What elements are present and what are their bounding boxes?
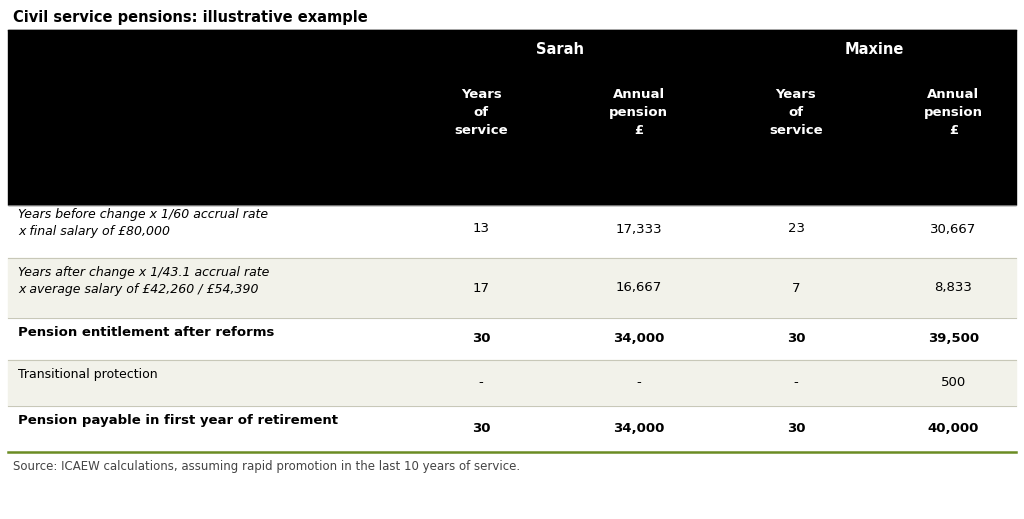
Text: Annual
pension
£: Annual pension £ (924, 88, 983, 137)
Text: Years before change x 1/60 accrual rate
x final salary of £80,000: Years before change x 1/60 accrual rate … (18, 208, 268, 239)
Bar (8, 360, 1016, 406)
Text: 30: 30 (786, 333, 805, 346)
Text: 17: 17 (473, 281, 489, 294)
Bar (8, 258, 1016, 318)
Text: 30,667: 30,667 (931, 223, 977, 236)
Text: 17,333: 17,333 (615, 223, 662, 236)
Text: Sarah: Sarah (536, 42, 584, 57)
Text: 30: 30 (786, 422, 805, 435)
Text: 34,000: 34,000 (613, 333, 665, 346)
Text: 30: 30 (472, 333, 490, 346)
Text: Years
of
service: Years of service (769, 88, 823, 137)
Text: Pension payable in first year of retirement: Pension payable in first year of retirem… (18, 414, 338, 427)
Text: Source: ICAEW calculations, assuming rapid promotion in the last 10 years of ser: Source: ICAEW calculations, assuming rap… (13, 460, 520, 473)
Text: 8,833: 8,833 (935, 281, 973, 294)
Text: 23: 23 (787, 223, 805, 236)
Text: 16,667: 16,667 (615, 281, 662, 294)
Text: 30: 30 (472, 422, 490, 435)
Text: Maxine: Maxine (845, 42, 904, 57)
Text: Annual
pension
£: Annual pension £ (609, 88, 668, 137)
Text: Transitional protection: Transitional protection (18, 368, 158, 381)
Bar (8, 406, 1016, 452)
Text: Years
of
service: Years of service (455, 88, 508, 137)
Text: -: - (794, 376, 799, 389)
Text: 13: 13 (473, 223, 489, 236)
Text: 40,000: 40,000 (928, 422, 979, 435)
Text: 7: 7 (792, 281, 801, 294)
Text: 39,500: 39,500 (928, 333, 979, 346)
Text: Pension entitlement after reforms: Pension entitlement after reforms (18, 326, 274, 339)
Bar (8, 318, 1016, 360)
Text: -: - (479, 376, 483, 389)
Text: 500: 500 (941, 376, 966, 389)
Bar (8, 200, 1016, 258)
Text: 34,000: 34,000 (613, 422, 665, 435)
Bar (8, 30, 1016, 205)
Text: Years after change x 1/43.1 accrual rate
x average salary of £42,260 / £54,390: Years after change x 1/43.1 accrual rate… (18, 266, 269, 296)
Text: Civil service pensions: illustrative example: Civil service pensions: illustrative exa… (13, 10, 368, 25)
Text: -: - (636, 376, 641, 389)
